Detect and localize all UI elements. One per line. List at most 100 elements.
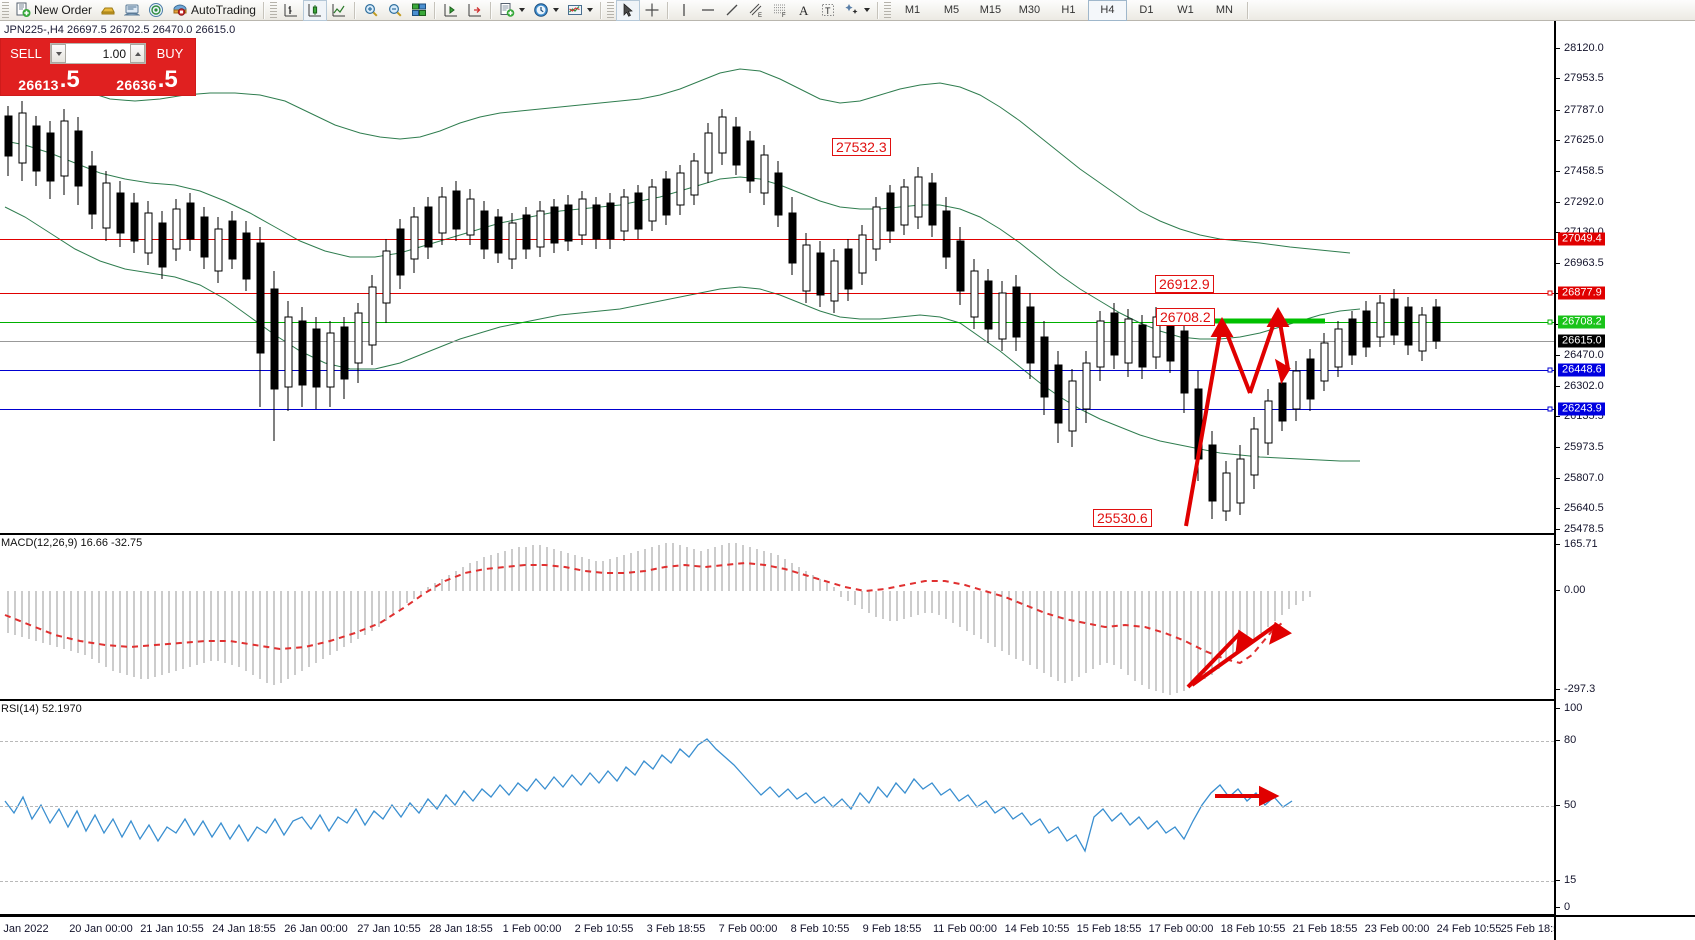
price-scale[interactable]: 28120.0 27953.5 27787.0 27625.0 27458.5 … <box>1554 21 1695 535</box>
level-line-26708[interactable] <box>0 322 1554 323</box>
line-chart-button[interactable] <box>327 0 351 21</box>
sell-price[interactable]: 26613 .5 <box>1 65 97 95</box>
text-label-button[interactable]: T <box>816 0 840 21</box>
volume-stepper[interactable]: 1.00 <box>50 43 146 64</box>
chevron-down-icon-2[interactable] <box>552 8 559 12</box>
bar-chart-button[interactable] <box>279 0 303 21</box>
time-label-7: 1 Feb 00:00 <box>502 923 562 935</box>
auto-scroll-button[interactable] <box>463 0 487 21</box>
rsi-gridline-15 <box>0 881 1554 882</box>
timeframe-m1[interactable]: M1 <box>904 4 921 16</box>
timeframe-m5[interactable]: M5 <box>943 4 960 16</box>
toolbar-grip-3[interactable] <box>606 1 614 19</box>
timeframe-d1[interactable]: D1 <box>1139 4 1154 16</box>
time-label-8: 2 Feb 10:55 <box>574 923 634 935</box>
level-line-27049[interactable] <box>0 239 1554 240</box>
level-handle-26708[interactable] <box>1547 319 1553 325</box>
volume-decrease-button[interactable] <box>51 44 66 63</box>
drawn-objects-layer[interactable] <box>0 21 1554 534</box>
timeframe-m30[interactable]: M30 <box>1018 4 1041 16</box>
horizontal-line-button[interactable] <box>696 0 720 21</box>
timeframe-mn[interactable]: MN <box>1215 4 1233 16</box>
chevron-down-icon-3[interactable] <box>586 8 593 12</box>
toolbar-grip-2[interactable] <box>269 1 277 19</box>
timeframe-m15[interactable]: M15 <box>979 4 1002 16</box>
objects-button[interactable] <box>840 0 874 21</box>
candlestick-chart-button[interactable] <box>302 0 327 21</box>
templates-button[interactable] <box>563 0 597 21</box>
zoom-out-button[interactable] <box>383 0 407 21</box>
text-label-icon: T <box>820 2 836 18</box>
equidistant-channel-button[interactable]: E <box>744 0 768 21</box>
macd-scale[interactable]: 165.71 0.00 -297.3 <box>1554 534 1695 700</box>
cursor-button[interactable] <box>615 0 640 21</box>
chevron-down-icon-4[interactable] <box>863 8 870 12</box>
volume-value[interactable]: 1.00 <box>102 46 126 61</box>
buy-button[interactable]: BUY <box>156 45 184 61</box>
level-line-26243[interactable] <box>0 409 1554 410</box>
indicators-button[interactable] <box>495 0 529 21</box>
macd-canvas <box>4 543 1311 695</box>
gold-bar-button[interactable] <box>96 0 120 21</box>
toolbar-grip[interactable] <box>2 1 9 19</box>
price-tick-25807: 25807.0 <box>1556 472 1604 484</box>
timeframe-w1[interactable]: W1 <box>1177 4 1194 16</box>
new-order-button[interactable]: New Order <box>11 0 96 21</box>
trendline-button[interactable] <box>720 0 744 21</box>
annotation-26708[interactable]: 26708.2 <box>1156 308 1215 326</box>
terminal-button[interactable] <box>120 0 144 21</box>
cursor-icon <box>620 2 636 18</box>
autotrading-button[interactable]: AutoTrading <box>168 0 260 21</box>
signals-button[interactable] <box>144 0 168 21</box>
one-click-trading-panel: SELL 1.00 BUY 26613 .5 26636 .5 <box>0 38 196 96</box>
price-tick-26470: 26470.0 <box>1556 349 1604 361</box>
period-clock-icon <box>533 2 549 18</box>
level-badge-26448[interactable]: 26448.6 <box>1558 363 1605 377</box>
level-handle-26448[interactable] <box>1547 367 1553 373</box>
sell-button[interactable]: SELL <box>10 45 42 61</box>
zoom-in-button[interactable] <box>359 0 383 21</box>
chart-shift-button[interactable] <box>439 0 463 21</box>
price-tick-26302: 26302.0 <box>1556 380 1604 392</box>
period-button[interactable] <box>529 0 563 21</box>
macd-tick-0: 0.00 <box>1556 584 1585 596</box>
tile-windows-icon <box>411 2 427 18</box>
volume-increase-button[interactable] <box>130 44 145 63</box>
rsi-scale[interactable]: 100 80 50 15 0 <box>1554 700 1695 915</box>
gold-bar-icon <box>100 2 116 18</box>
level-badge-26243[interactable]: 26243.9 <box>1558 402 1605 416</box>
annotation-27532[interactable]: 27532.3 <box>832 138 891 156</box>
time-label-0: Jan 2022 <box>3 923 49 935</box>
level-badge-26877[interactable]: 26877.9 <box>1558 286 1605 300</box>
trendline-icon <box>724 2 740 18</box>
auto-scroll-icon <box>467 2 483 18</box>
vertical-line-button[interactable] <box>672 0 696 21</box>
toolbar-grip-4[interactable] <box>883 1 891 19</box>
level-line-26448[interactable] <box>0 370 1554 371</box>
timeframe-h1[interactable]: H1 <box>1061 4 1076 16</box>
buy-price[interactable]: 26636 .5 <box>99 65 195 95</box>
annotation-26912[interactable]: 26912.9 <box>1155 275 1214 293</box>
rsi-pane[interactable]: RSI(14) 52.1970 <box>0 700 1554 915</box>
price-tick-27953: 27953.5 <box>1556 72 1604 84</box>
time-axis[interactable]: Jan 2022 20 Jan 00:00 21 Jan 10:55 24 Ja… <box>0 915 1565 940</box>
level-badge-27049[interactable]: 27049.4 <box>1558 232 1605 246</box>
last-price-line <box>0 341 1554 342</box>
price-chart-pane[interactable]: 27532.3 26912.9 26708.2 25530.6 <box>0 21 1554 534</box>
level-line-26877[interactable] <box>0 293 1554 294</box>
macd-pane[interactable]: MACD(12,26,9) 16.66 -32.75 <box>0 534 1554 700</box>
chevron-down-icon[interactable] <box>518 8 525 12</box>
text-button[interactable]: A <box>792 0 816 21</box>
time-label-16: 17 Feb 00:00 <box>1148 923 1214 935</box>
one-click-trading-prices: 26613 .5 26636 .5 <box>1 65 195 95</box>
level-badge-26708[interactable]: 26708.2 <box>1558 315 1605 329</box>
annotation-25530[interactable]: 25530.6 <box>1093 509 1152 527</box>
time-label-1: 20 Jan 00:00 <box>69 923 133 935</box>
fibonacci-button[interactable]: F <box>768 0 792 21</box>
timeframe-h4[interactable]: H4 <box>1087 0 1127 21</box>
level-handle-26243[interactable] <box>1547 406 1553 412</box>
tile-windows-button[interactable] <box>407 0 431 21</box>
price-tick-25640: 25640.5 <box>1556 502 1604 514</box>
crosshair-button[interactable] <box>640 0 664 21</box>
level-handle-26877[interactable] <box>1547 290 1553 296</box>
